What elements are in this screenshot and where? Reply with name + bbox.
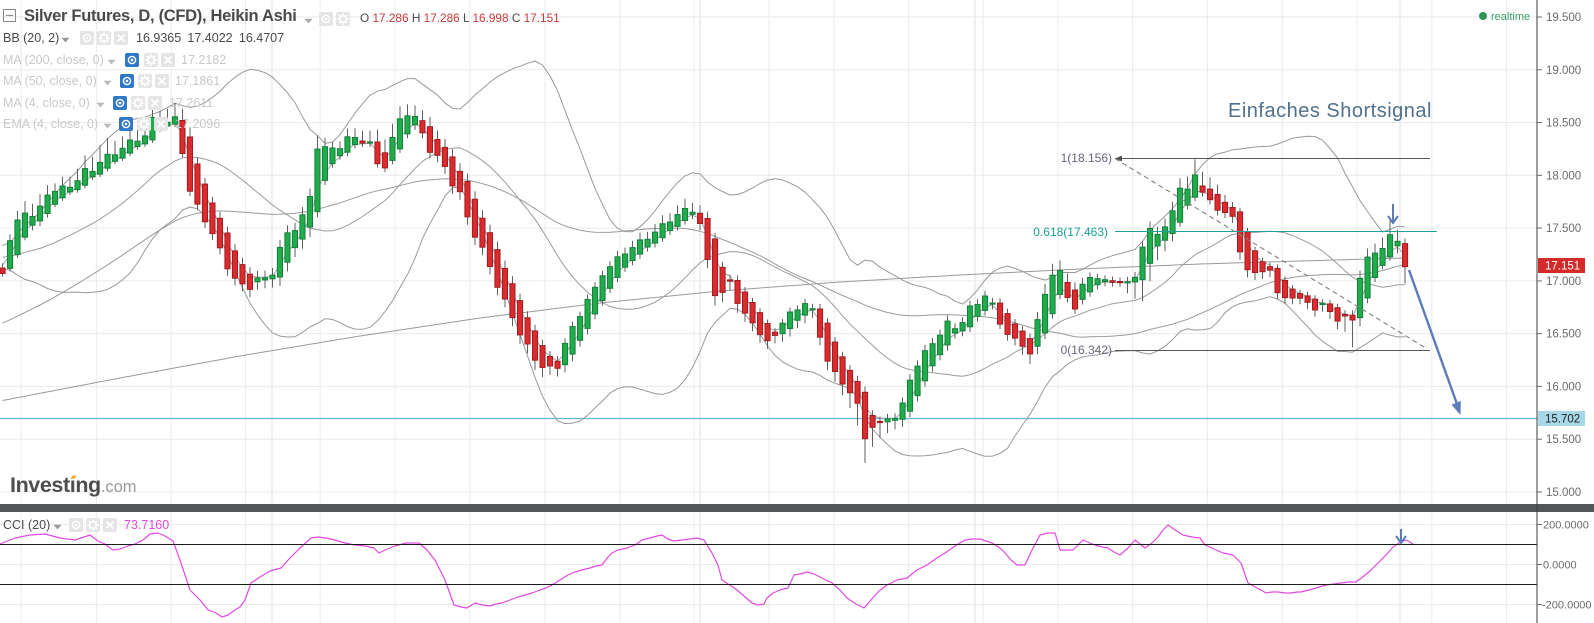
svg-text:15.702: 15.702 xyxy=(1545,414,1580,426)
svg-text:15.000: 15.000 xyxy=(1546,487,1581,499)
svg-text:0.618(17.463): 0.618(17.463) xyxy=(1033,225,1108,239)
svg-text:1(18.156): 1(18.156) xyxy=(1061,151,1112,165)
svg-text:-200.0000: -200.0000 xyxy=(1542,600,1592,612)
svg-text:18.000: 18.000 xyxy=(1546,170,1581,182)
svg-text:19.000: 19.000 xyxy=(1546,65,1581,77)
svg-text:0.0000: 0.0000 xyxy=(1543,560,1577,572)
svg-text:0(16.342): 0(16.342) xyxy=(1061,343,1112,357)
svg-text:Einfaches Shortsignal: Einfaches Shortsignal xyxy=(1228,100,1432,122)
svg-text:15.500: 15.500 xyxy=(1546,434,1581,446)
svg-text:realtime: realtime xyxy=(1491,11,1530,23)
svg-text:200.0000: 200.0000 xyxy=(1543,520,1589,532)
svg-text:19.500: 19.500 xyxy=(1546,12,1581,24)
svg-text:17.151: 17.151 xyxy=(1545,261,1580,273)
svg-text:18.500: 18.500 xyxy=(1546,118,1581,130)
svg-text:16.500: 16.500 xyxy=(1546,329,1581,341)
svg-text:17.500: 17.500 xyxy=(1546,223,1581,235)
svg-text:16.000: 16.000 xyxy=(1546,381,1581,393)
svg-text:17.000: 17.000 xyxy=(1546,276,1581,288)
